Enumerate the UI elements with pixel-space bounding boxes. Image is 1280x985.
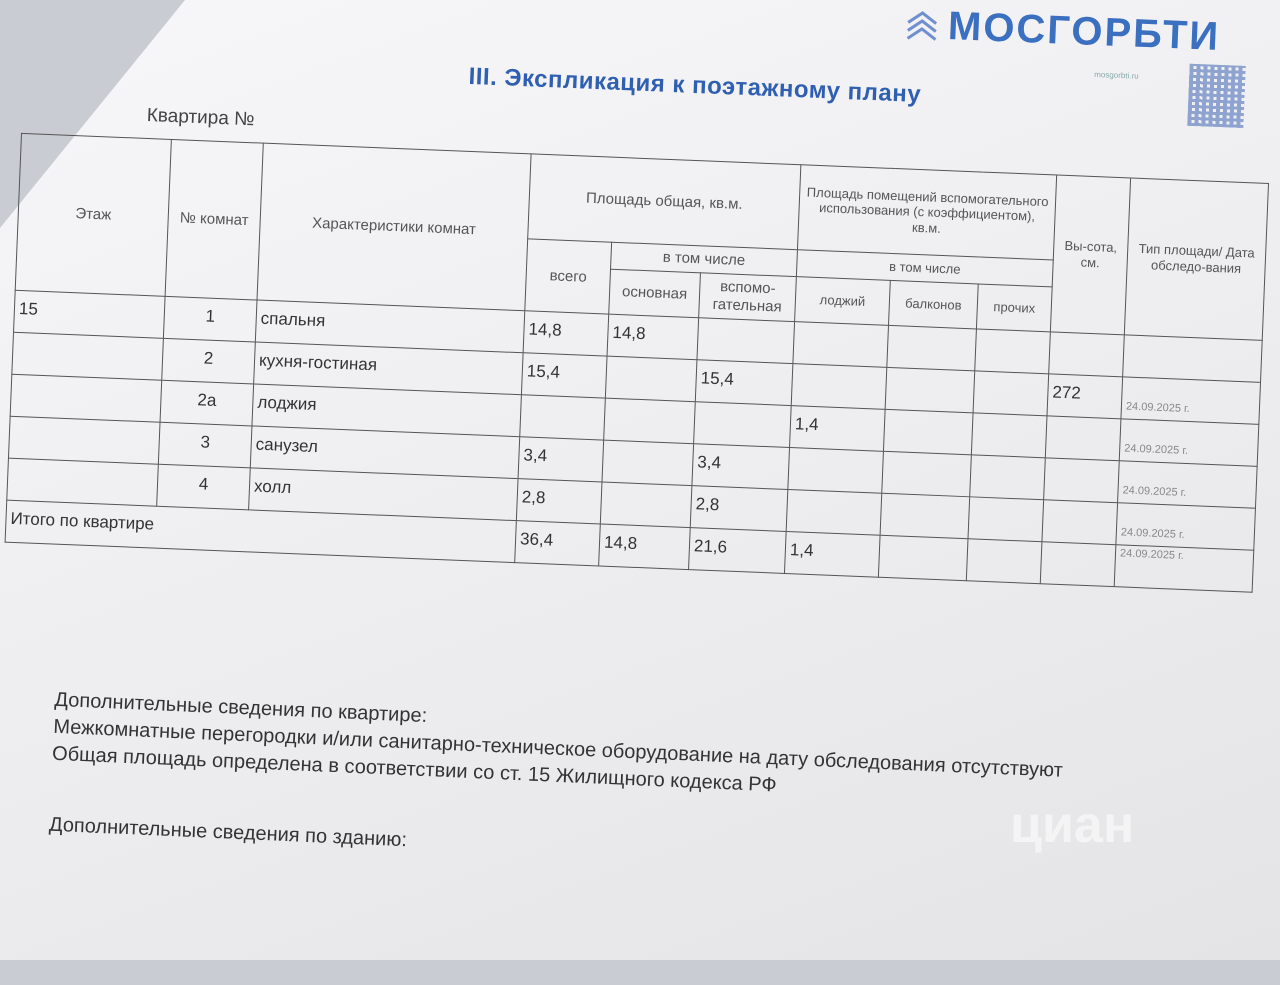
- cell-other: [967, 496, 1044, 542]
- cell-other: [974, 328, 1051, 374]
- cell-height: [1045, 415, 1121, 461]
- header-main: основная: [608, 269, 701, 318]
- logo-site: mosgorbti.ru: [1094, 69, 1139, 81]
- building-info-heading: Дополнительные сведения по зданию:: [48, 813, 408, 852]
- header-balconies: балконов: [888, 280, 979, 329]
- cell-date: [1122, 334, 1263, 383]
- cell-date: 24.09.2025 г.: [1117, 460, 1258, 509]
- total-date: 24.09.2025 г.: [1114, 544, 1254, 593]
- total-other: [966, 538, 1042, 584]
- cell-aux: 3,4: [691, 443, 790, 490]
- cell-aux: [693, 401, 792, 448]
- cell-main: [601, 440, 694, 486]
- cell-aux: [696, 317, 795, 364]
- cell-date: 24.09.2025 г.: [1119, 418, 1259, 467]
- apartment-label: Квартира №: [146, 104, 255, 131]
- header-total-area: Площадь общая, кв.м.: [527, 153, 801, 250]
- cell-height: [1048, 331, 1125, 377]
- cell-no: 1: [163, 296, 258, 342]
- cell-main: [600, 482, 692, 528]
- cell-total: 2,8: [516, 478, 602, 524]
- header-room-no: № комнат: [165, 139, 264, 301]
- cell-total: [519, 394, 606, 441]
- cell-no: 2: [161, 338, 256, 384]
- cell-no: 3: [158, 422, 252, 468]
- cell-height: [1043, 457, 1120, 503]
- cell-balcony: [883, 409, 974, 455]
- qr-code: [1187, 63, 1246, 128]
- logo-text: МОСГОРБТИ: [947, 4, 1221, 59]
- header-total: всего: [524, 238, 612, 315]
- cell-floor: [6, 458, 159, 507]
- header-loggias: лоджий: [794, 276, 891, 326]
- cell-no: 2а: [160, 380, 254, 426]
- cell-loggia: 1,4: [789, 405, 886, 452]
- cell-total: 14,8: [523, 310, 609, 357]
- cell-floor: [10, 374, 162, 423]
- cell-height: [1041, 499, 1118, 545]
- cell-date: 24.09.2025 г.: [1115, 502, 1256, 551]
- cell-balcony: [880, 493, 970, 539]
- header-aux-area: Площадь помещений вспомогательного испол…: [797, 164, 1057, 260]
- total-total: 36,4: [514, 520, 601, 566]
- cell-main: [605, 356, 697, 402]
- cell-floor: [11, 332, 164, 381]
- cell-total: 15,4: [521, 352, 608, 399]
- header-other: прочих: [976, 283, 1053, 332]
- cell-loggia: [787, 447, 884, 494]
- header-height: Вы-сота, см.: [1050, 175, 1131, 335]
- additional-info: Дополнительные сведения по квартире: Меж…: [48, 687, 1164, 887]
- cell-total: 3,4: [518, 436, 604, 483]
- cell-floor: 15: [13, 290, 166, 339]
- cell-date: 24.09.2025 г.: [1120, 376, 1261, 425]
- cell-no: 4: [156, 464, 251, 510]
- cell-other: [973, 370, 1049, 416]
- cell-loggia: [791, 363, 887, 410]
- cell-main: [603, 398, 696, 444]
- cell-balcony: [885, 367, 975, 413]
- explication-table: Этаж № комнат Характеристики комнат Площ…: [5, 133, 1269, 593]
- cell-other: [971, 412, 1047, 458]
- total-balcony: [878, 535, 968, 581]
- total-main: 14,8: [598, 523, 691, 570]
- cell-aux: 15,4: [695, 359, 793, 406]
- total-height: [1040, 541, 1116, 587]
- total-aux: 21,6: [688, 527, 787, 574]
- header-auxiliary: вспомо-гательная: [698, 272, 797, 322]
- document-title: III. Экспликация к поэтажному плану: [468, 62, 922, 109]
- cell-aux: 2,8: [690, 485, 788, 532]
- cell-loggia: [792, 321, 889, 368]
- header-characteristics: Характеристики комнат: [257, 143, 532, 311]
- cell-main: 14,8: [607, 314, 699, 360]
- paper-background: [0, 0, 1280, 960]
- cell-floor: [8, 416, 161, 465]
- cell-balcony: [881, 451, 972, 497]
- watermark: циан: [1010, 796, 1135, 854]
- cell-loggia: [786, 489, 882, 536]
- total-loggia: 1,4: [784, 531, 881, 578]
- cell-height: 272: [1046, 373, 1123, 419]
- cell-balcony: [886, 325, 977, 371]
- cell-other: [969, 454, 1046, 500]
- header-type-date: Тип площади/ Дата обследо-вания: [1124, 177, 1269, 341]
- logo-chevron-icon: [906, 10, 938, 41]
- mosgorbti-logo: МОСГОРБТИ mosgorbti.ru: [905, 2, 1221, 81]
- header-floor: Этаж: [15, 133, 172, 297]
